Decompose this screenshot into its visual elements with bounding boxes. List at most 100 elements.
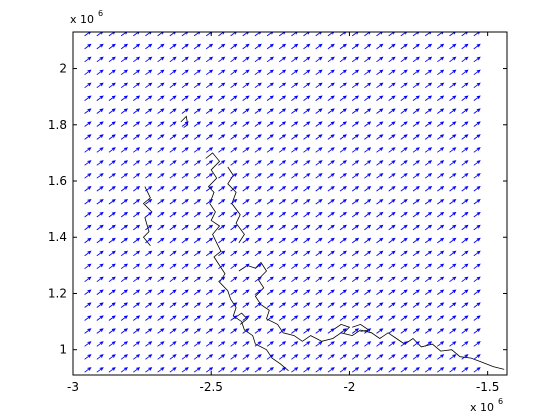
- quiver-arrow: [120, 263, 129, 270]
- quiver-arrow: [230, 69, 238, 76]
- quiver-arrow: [364, 121, 372, 127]
- quiver-arrow: [242, 315, 250, 321]
- quiver-arrow: [424, 95, 433, 101]
- quiver-arrow: [145, 43, 153, 50]
- quiver-arrow: [266, 56, 274, 63]
- quiver-arrow: [242, 160, 250, 166]
- quiver-arrow: [388, 82, 396, 89]
- quiver-arrow: [291, 276, 299, 283]
- quiver-arrow: [205, 315, 214, 321]
- quiver-arrow: [254, 160, 262, 166]
- y-tick-label: 1.4: [48, 230, 67, 244]
- quiver-arrow: [376, 250, 384, 257]
- quiver-arrow: [351, 341, 360, 347]
- quiver-arrow: [96, 250, 104, 257]
- quiver-arrow: [449, 237, 457, 244]
- quiver-arrow: [120, 341, 129, 347]
- quiver-arrow: [254, 82, 262, 89]
- quiver-arrow: [364, 237, 372, 244]
- quiver-arrow: [242, 367, 250, 373]
- quiver-arrow: [424, 289, 433, 295]
- quiver-arrow: [473, 95, 481, 101]
- quiver-arrow: [230, 302, 238, 308]
- quiver-arrow: [242, 69, 250, 76]
- quiver-arrow: [230, 185, 238, 192]
- quiver-arrow: [278, 263, 287, 270]
- quiver-arrow: [437, 43, 445, 50]
- quiver-arrow: [84, 276, 92, 283]
- quiver-arrow: [157, 198, 165, 205]
- quiver-arrow: [266, 43, 274, 50]
- quiver-arrow: [278, 43, 287, 50]
- quiver-arrow: [437, 211, 445, 218]
- quiver-arrow: [315, 211, 323, 218]
- quiver-arrow: [145, 315, 153, 321]
- quiver-arrow: [473, 134, 481, 140]
- quiver-arrow: [242, 56, 250, 63]
- quiver-arrow: [376, 328, 384, 334]
- quiver-arrow: [388, 354, 396, 360]
- quiver-arrow: [412, 198, 420, 205]
- quiver-arrow: [120, 121, 129, 127]
- quiver-arrow: [303, 328, 311, 334]
- quiver-arrow: [157, 276, 165, 283]
- quiver-arrow: [218, 289, 226, 295]
- quiver-arrow: [449, 82, 457, 89]
- quiver-arrow: [169, 134, 177, 140]
- quiver-arrow: [376, 302, 384, 308]
- quiver-arrow: [205, 276, 214, 283]
- quiver-arrow: [230, 263, 238, 270]
- quiver-arrow: [84, 302, 92, 308]
- quiver-arrow: [424, 121, 433, 127]
- quiver-arrow: [291, 173, 299, 179]
- quiver-arrow: [351, 185, 360, 192]
- quiver-arrow: [169, 69, 177, 76]
- quiver-arrow: [437, 276, 445, 283]
- quiver-arrow: [108, 289, 116, 295]
- quiver-arrow: [266, 160, 274, 166]
- quiver-arrow: [205, 108, 214, 114]
- quiver-arrow: [364, 198, 372, 205]
- quiver-arrow: [400, 263, 408, 270]
- quiver-arrow: [327, 108, 335, 114]
- quiver-arrow: [205, 211, 214, 218]
- quiver-arrow: [278, 82, 287, 89]
- quiver-arrow: [315, 302, 323, 308]
- quiver-arrow: [278, 185, 287, 192]
- quiver-arrow: [96, 211, 104, 218]
- quiver-arrow: [242, 354, 250, 360]
- quiver-arrow: [266, 108, 274, 114]
- quiver-arrow: [193, 367, 202, 373]
- quiver-arrow: [278, 147, 287, 153]
- quiver-arrow: [400, 276, 408, 283]
- quiver-arrow: [449, 108, 457, 114]
- quiver-arrow: [437, 237, 445, 244]
- quiver-arrow: [254, 289, 262, 295]
- quiver-arrow: [278, 160, 287, 166]
- quiver-arrow: [473, 328, 481, 334]
- quiver-arrow: [242, 82, 250, 89]
- quiver-arrow: [291, 185, 299, 192]
- quiver-arrow: [205, 237, 214, 244]
- quiver-arrow: [351, 367, 360, 373]
- quiver-arrow: [473, 56, 481, 63]
- quiver-arrow: [473, 108, 481, 114]
- quiver-arrow: [449, 315, 457, 321]
- quiver-arrow: [193, 185, 202, 192]
- quiver-arrow: [242, 328, 250, 334]
- quiver-arrow: [437, 198, 445, 205]
- quiver-arrow: [230, 276, 238, 283]
- quiver-arrow: [242, 185, 250, 192]
- quiver-arrow: [412, 185, 420, 192]
- quiver-arrow: [254, 69, 262, 76]
- quiver-arrow: [412, 237, 420, 244]
- quiver-arrow: [108, 43, 116, 50]
- quiver-arrow: [303, 237, 311, 244]
- quiver-arrow: [266, 250, 274, 257]
- quiver-arrow: [96, 69, 104, 76]
- quiver-arrow: [157, 250, 165, 257]
- quiver-arrow: [412, 315, 420, 321]
- quiver-arrow: [437, 147, 445, 153]
- quiver-arrow: [412, 69, 420, 76]
- quiver-arrow: [205, 147, 214, 153]
